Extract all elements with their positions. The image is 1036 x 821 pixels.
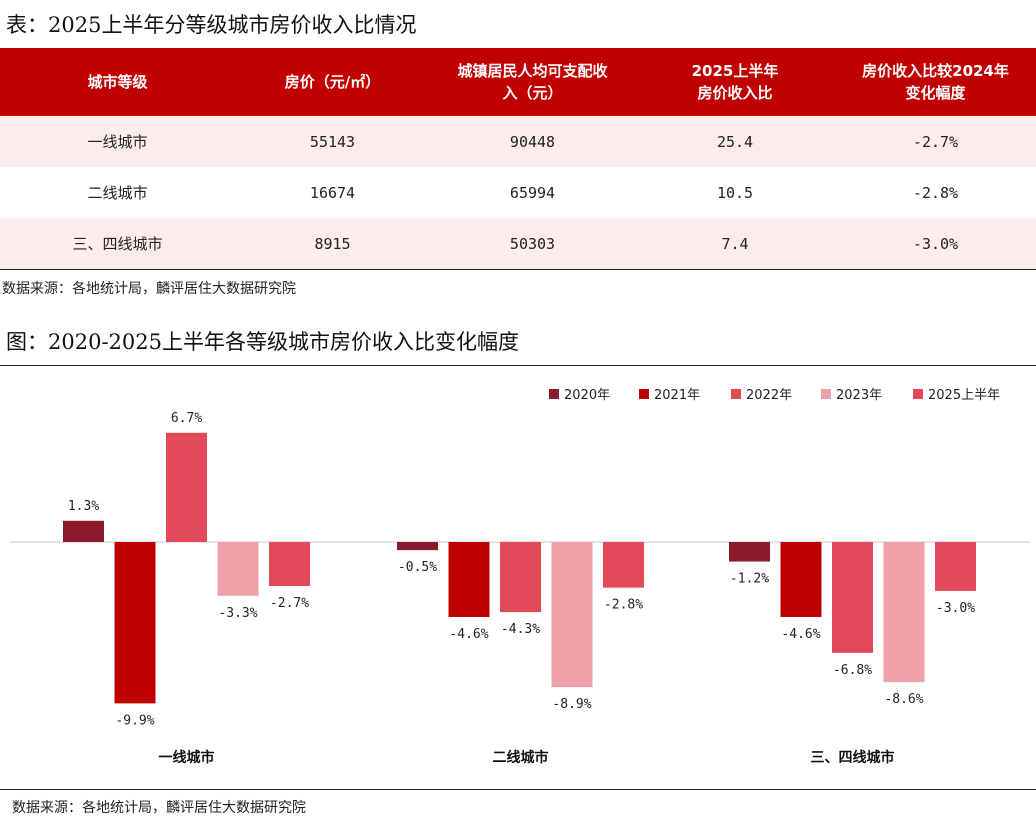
header-tier: 城市等级 — [0, 48, 235, 116]
cell-ratio: 25.4 — [635, 116, 835, 167]
data-label-2-5: -2.8% — [604, 598, 643, 613]
price-income-table: 城市等级 房价（元/㎡） 城镇居民人均可支配收 入（元） 2025上半年 房价收入比… — [0, 48, 1036, 270]
category-label-1: 一线城市 — [159, 749, 215, 766]
data-label-1-1: 1.3% — [68, 499, 99, 514]
data-label-3-1: -1.2% — [730, 572, 769, 587]
bar-3-2 — [780, 542, 822, 617]
legend-swatch-3 — [731, 389, 741, 399]
chart-title: 图：2020-2025上半年各等级城市房价收入比变化幅度 — [6, 330, 519, 354]
data-label-1-2: -9.9% — [115, 713, 154, 728]
chart-bars — [63, 432, 976, 704]
chart-top-rule — [0, 365, 1036, 366]
bar-1-4 — [217, 542, 259, 596]
bar-1-3 — [166, 432, 207, 542]
table-title: 表：2025上半年分等级城市房价收入比情况 — [6, 13, 417, 37]
data-label-2-1: -0.5% — [398, 560, 437, 575]
cell-tier: 二线城市 — [0, 167, 235, 218]
data-label-1-4: -3.3% — [218, 606, 257, 621]
bar-1-5 — [269, 542, 310, 587]
bar-2-4 — [551, 542, 593, 688]
legend-label-1: 2020年 — [564, 388, 610, 403]
data-label-2-2: -4.6% — [449, 627, 488, 642]
legend-label-5: 2025上半年 — [928, 388, 1000, 403]
legend-swatch-5 — [913, 389, 923, 399]
bar-1-1 — [63, 520, 104, 542]
cell-income: 90448 — [430, 116, 635, 167]
header-change: 房价收入比较2024年 变化幅度 — [835, 48, 1036, 116]
data-label-2-3: -4.3% — [501, 622, 540, 637]
bar-3-1 — [729, 542, 770, 562]
cell-price: 55143 — [235, 116, 430, 167]
data-label-1-5: -2.7% — [270, 596, 309, 611]
chart-category-labels: 一线城市 二线城市 三、四线城市 — [159, 749, 895, 766]
header-income: 城镇居民人均可支配收 入（元） — [430, 48, 635, 116]
chart-data-labels: 1.3% -9.9% 6.7% -3.3% -2.7% -0.5% -4.6% -4.3% -8… — [68, 411, 975, 729]
bar-2-3 — [500, 542, 541, 613]
table-row: 二线城市 16674 65994 10.5 -2.8% — [0, 167, 1036, 218]
cell-change: -2.7% — [835, 116, 1036, 167]
legend-label-2: 2021年 — [654, 388, 700, 403]
bar-1-2 — [114, 542, 156, 704]
cell-tier: 三、四线城市 — [0, 218, 235, 270]
bar-chart: 2020年 2021年 2022年 2023年 2025上半年 1.3% -9.9% 6.7… — [10, 388, 1030, 766]
legend-swatch-4 — [821, 389, 831, 399]
header-price: 房价（元/㎡） — [235, 48, 430, 116]
cell-change: -2.8% — [835, 167, 1036, 218]
cell-price: 8915 — [235, 218, 430, 270]
data-label-3-3: -6.8% — [833, 663, 872, 678]
category-label-3: 三、四线城市 — [811, 749, 895, 766]
bar-3-3 — [832, 542, 873, 653]
category-label-2: 二线城市 — [493, 749, 549, 766]
header-ratio: 2025上半年 房价收入比 — [635, 48, 835, 116]
chart-bottom-rule — [0, 789, 1036, 790]
bar-2-5 — [603, 542, 644, 588]
data-label-3-2: -4.6% — [781, 627, 820, 642]
chart-legend: 2020年 2021年 2022年 2023年 2025上半年 — [549, 388, 1000, 403]
data-label-3-4: -8.6% — [884, 692, 923, 707]
bar-2-2 — [448, 542, 490, 617]
data-label-1-3: 6.7% — [171, 411, 202, 426]
cell-change: -3.0% — [835, 218, 1036, 270]
chart-source-note: 数据来源：各地统计局，麟评居住大数据研究院 — [12, 800, 306, 816]
cell-ratio: 10.5 — [635, 167, 835, 218]
bar-2-1 — [397, 542, 438, 551]
table-header-row: 城市等级 房价（元/㎡） 城镇居民人均可支配收 入（元） 2025上半年 房价收入比… — [0, 48, 1036, 116]
data-label-2-4: -8.9% — [552, 697, 591, 712]
legend-swatch-1 — [549, 389, 559, 399]
cell-income: 50303 — [430, 218, 635, 270]
cell-price: 16674 — [235, 167, 430, 218]
data-label-3-5: -3.0% — [936, 601, 975, 616]
bar-3-5 — [935, 542, 976, 591]
cell-income: 65994 — [430, 167, 635, 218]
table-row: 三、四线城市 8915 50303 7.4 -3.0% — [0, 218, 1036, 270]
cell-tier: 一线城市 — [0, 116, 235, 167]
cell-ratio: 7.4 — [635, 218, 835, 270]
table-source-note: 数据来源：各地统计局，麟评居住大数据研究院 — [2, 281, 296, 297]
legend-label-4: 2023年 — [836, 388, 882, 403]
table-row: 一线城市 55143 90448 25.4 -2.7% — [0, 116, 1036, 167]
bar-3-4 — [883, 542, 925, 683]
legend-swatch-2 — [639, 389, 649, 399]
legend-label-3: 2022年 — [746, 388, 792, 403]
